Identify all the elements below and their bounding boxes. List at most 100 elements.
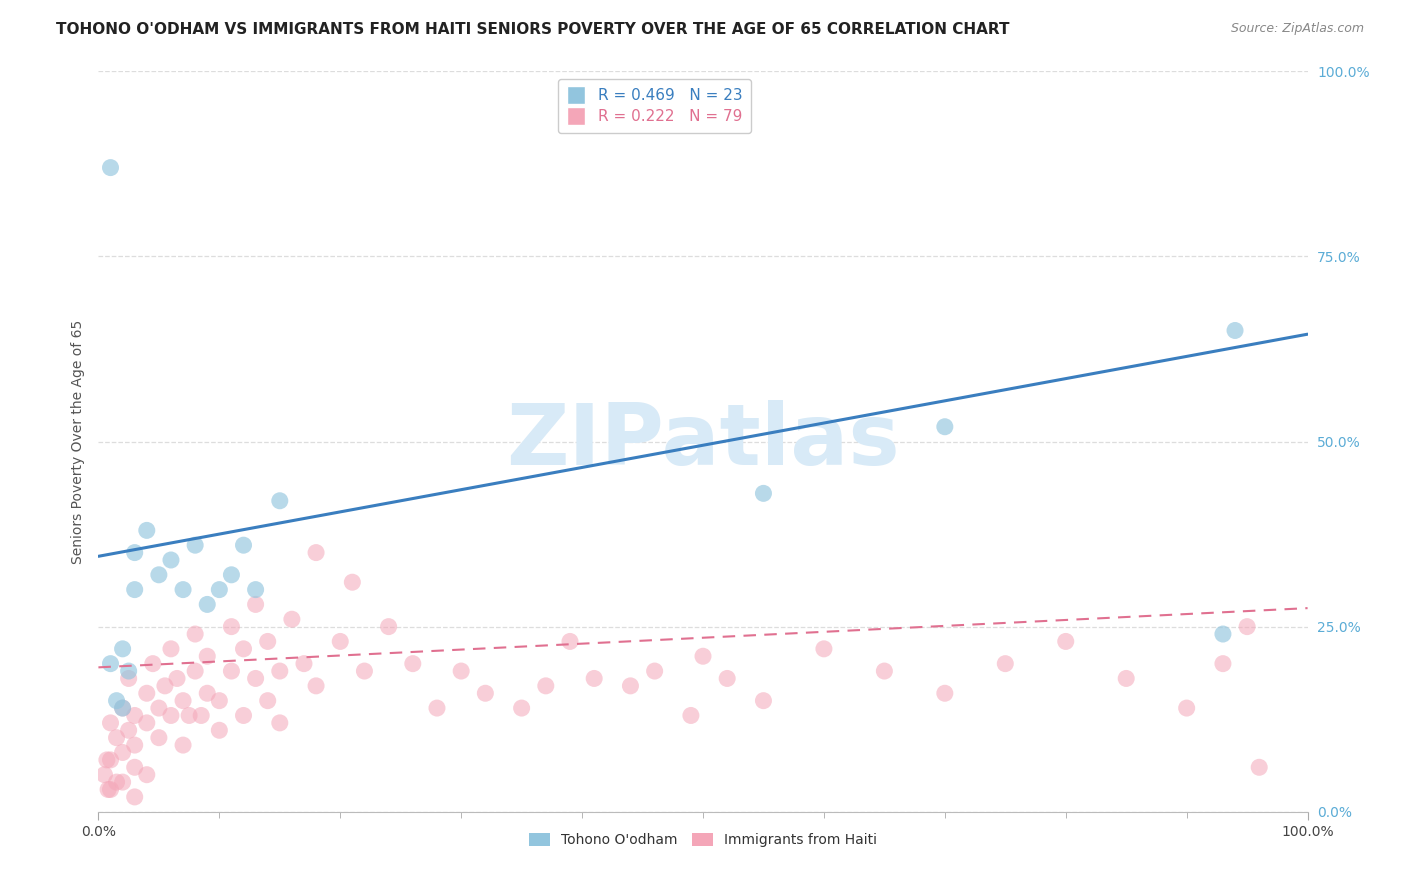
Point xyxy=(1223,324,1246,338)
Point xyxy=(148,567,170,582)
Point xyxy=(160,553,183,567)
Point xyxy=(245,598,267,612)
Point xyxy=(124,708,146,723)
Point xyxy=(135,524,157,538)
Point xyxy=(124,582,146,597)
Point xyxy=(111,775,134,789)
Point xyxy=(172,582,194,597)
Point xyxy=(644,664,666,678)
Point xyxy=(100,782,122,797)
Point xyxy=(873,664,896,678)
Point xyxy=(752,486,775,500)
Point xyxy=(221,619,243,633)
Point xyxy=(510,701,533,715)
Point xyxy=(813,641,835,656)
Point xyxy=(96,753,118,767)
Text: TOHONO O'ODHAM VS IMMIGRANTS FROM HAITI SENIORS POVERTY OVER THE AGE OF 65 CORRE: TOHONO O'ODHAM VS IMMIGRANTS FROM HAITI … xyxy=(56,22,1010,37)
Point xyxy=(148,731,170,745)
Point xyxy=(245,672,267,686)
Point xyxy=(1115,672,1137,686)
Point xyxy=(692,649,714,664)
Point xyxy=(534,679,557,693)
Point xyxy=(558,634,581,648)
Point xyxy=(100,715,122,730)
Point xyxy=(111,701,134,715)
Point xyxy=(232,641,254,656)
Point xyxy=(232,708,254,723)
Point xyxy=(184,664,207,678)
Point xyxy=(124,789,146,804)
Text: ZIPatlas: ZIPatlas xyxy=(506,400,900,483)
Point xyxy=(305,546,328,560)
Point xyxy=(619,679,641,693)
Point xyxy=(269,493,291,508)
Point xyxy=(166,672,188,686)
Point xyxy=(124,738,146,752)
Point xyxy=(100,753,122,767)
Point xyxy=(256,634,278,648)
Point xyxy=(353,664,375,678)
Point xyxy=(305,679,328,693)
Point xyxy=(111,746,134,760)
Y-axis label: Seniors Poverty Over the Age of 65: Seniors Poverty Over the Age of 65 xyxy=(70,319,84,564)
Point xyxy=(160,708,183,723)
Point xyxy=(716,672,738,686)
Point xyxy=(269,664,291,678)
Point xyxy=(402,657,425,671)
Text: Source: ZipAtlas.com: Source: ZipAtlas.com xyxy=(1230,22,1364,36)
Point xyxy=(135,767,157,781)
Point xyxy=(679,708,702,723)
Point xyxy=(93,767,115,781)
Point xyxy=(100,161,122,175)
Point xyxy=(105,731,128,745)
Point xyxy=(342,575,364,590)
Point xyxy=(1249,760,1271,774)
Point xyxy=(124,546,146,560)
Point xyxy=(153,679,176,693)
Point xyxy=(97,782,120,797)
Point xyxy=(111,641,134,656)
Point xyxy=(1175,701,1198,715)
Point xyxy=(474,686,496,700)
Point xyxy=(329,634,352,648)
Point xyxy=(1236,619,1258,633)
Point xyxy=(1054,634,1077,648)
Point xyxy=(208,582,231,597)
Point xyxy=(184,538,207,552)
Point xyxy=(142,657,165,671)
Point xyxy=(148,701,170,715)
Point xyxy=(118,664,141,678)
Point xyxy=(135,715,157,730)
Point xyxy=(195,686,218,700)
Point xyxy=(111,701,134,715)
Point xyxy=(1212,657,1234,671)
Point xyxy=(269,715,291,730)
Point xyxy=(426,701,449,715)
Point xyxy=(172,694,194,708)
Point xyxy=(118,723,141,738)
Point xyxy=(377,619,399,633)
Point xyxy=(124,760,146,774)
Point xyxy=(195,598,218,612)
Point xyxy=(1212,627,1234,641)
Point xyxy=(292,657,315,671)
Point xyxy=(994,657,1017,671)
Point xyxy=(281,612,304,626)
Point xyxy=(232,538,254,552)
Point xyxy=(190,708,212,723)
Point xyxy=(105,775,128,789)
Point xyxy=(118,672,141,686)
Point xyxy=(221,664,243,678)
Point xyxy=(184,627,207,641)
Legend: Tohono O'odham, Immigrants from Haiti: Tohono O'odham, Immigrants from Haiti xyxy=(524,828,882,853)
Point xyxy=(195,649,218,664)
Point xyxy=(160,641,183,656)
Point xyxy=(208,723,231,738)
Point xyxy=(450,664,472,678)
Point xyxy=(105,694,128,708)
Point xyxy=(172,738,194,752)
Point xyxy=(934,419,956,434)
Point xyxy=(179,708,201,723)
Point xyxy=(752,694,775,708)
Point xyxy=(208,694,231,708)
